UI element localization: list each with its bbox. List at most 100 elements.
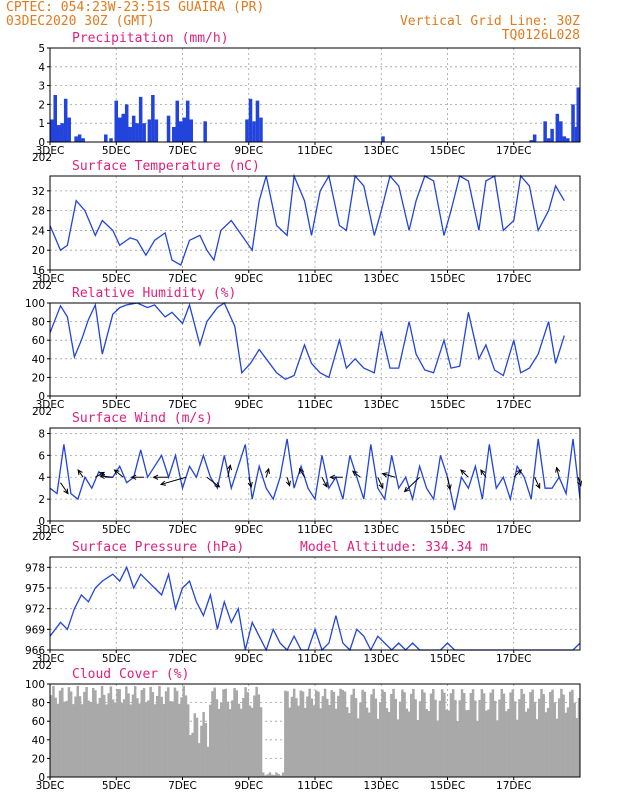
cloud-ytick-label: 40: [32, 735, 45, 747]
cloud-bar: [109, 686, 113, 777]
cloud-bar: [217, 708, 221, 777]
precipitation-bar: [63, 98, 68, 142]
precipitation-bar: [53, 95, 57, 142]
cloud-ytick-label: 0: [38, 772, 45, 784]
cloud-bar: [337, 695, 340, 777]
cloud-bar: [178, 703, 181, 777]
wind-vector-head: [285, 480, 291, 487]
cloud-bar: [535, 719, 539, 777]
cloud-bar: [54, 697, 57, 777]
cloud-bar: [262, 772, 265, 777]
humidity-ytick-label: 60: [32, 335, 45, 347]
temperature-xtick-label: 15DEC: [430, 273, 465, 285]
cloud-bar: [182, 685, 186, 777]
humidity-xtick-label: 3DEC: [36, 399, 65, 411]
precipitation-bar: [154, 119, 159, 142]
wind-vector-head: [322, 481, 328, 488]
cloud-bar: [105, 704, 108, 777]
humidity-xtick-label: 17DEC: [496, 399, 531, 411]
cloud-bar: [487, 709, 490, 777]
pressure-ytick-label: 966: [25, 645, 45, 657]
wind-vector-head: [535, 483, 541, 490]
cloud-bar: [507, 708, 510, 777]
cloud-bar: [332, 691, 336, 777]
cloud-bar: [233, 688, 236, 777]
cloud-bar: [144, 702, 148, 777]
cloud-bar: [429, 693, 433, 777]
wind-vector: [352, 470, 361, 478]
precipitation-ytick-label: 1: [38, 118, 45, 130]
precipitation-bar: [562, 136, 567, 142]
cloud-bar: [290, 696, 294, 777]
cloud-bar: [350, 694, 353, 777]
cloud-bar: [418, 701, 422, 777]
wind-vector: [299, 468, 305, 478]
cloud-bar: [295, 698, 298, 777]
cloud-bar: [173, 687, 177, 777]
cloud-bar: [571, 689, 574, 777]
humidity-xtick-label: 15DEC: [430, 399, 465, 411]
pressure-ytick-label: 975: [25, 583, 45, 595]
wind-xtick-label: 11DEC: [297, 524, 332, 536]
wind-vector: [382, 473, 396, 478]
cloud-bar: [529, 692, 532, 777]
cloud-bar: [56, 703, 60, 777]
wind-xtick-label: 9DEC: [234, 524, 263, 536]
cloud-bar: [191, 732, 194, 777]
cloud-bar: [454, 700, 457, 777]
panels-group: Precipitation (mm/h) 0 1 2 3 4 5 3DEC 5DEC 7DEC 9D…: [25, 31, 583, 792]
wind-xtick-label: 13DEC: [364, 524, 399, 536]
cloud-bar: [250, 707, 254, 777]
wind-xtick-label: 5DEC: [102, 524, 131, 536]
precipitation-xtick-label: 17DEC: [496, 145, 531, 157]
cloud-bar: [370, 694, 373, 777]
precipitation-bar: [151, 95, 155, 142]
cloud-bar: [206, 746, 210, 777]
cloud-bar: [286, 691, 289, 777]
cloud-bar: [248, 705, 252, 777]
precipitation-ytick-label: 0: [38, 137, 45, 149]
cloud-bar: [65, 700, 68, 777]
precipitation-year-overlap: 202: [32, 152, 52, 164]
cloud-bar: [533, 701, 537, 777]
humidity-xtick-label: 13DEC: [364, 399, 399, 411]
cloud-bar: [414, 699, 417, 777]
pressure-panel: Surface Pressure (hPa) Model Altitude: 33…: [25, 540, 581, 672]
temperature-xtick-label: 5DEC: [102, 273, 131, 285]
cloud-bar: [546, 707, 550, 777]
cloud-bar: [279, 775, 283, 777]
pressure-xtick-label: 17DEC: [496, 653, 531, 665]
cloud-xtick-label: 13DEC: [364, 780, 399, 792]
cloud-bar: [266, 774, 269, 777]
cloud-bar: [460, 689, 464, 777]
humidity-ytick-label: 80: [32, 317, 45, 329]
temperature-title: Surface Temperature (nC): [72, 159, 260, 174]
cloud-bar: [147, 700, 150, 777]
precipitation-bar: [114, 100, 119, 142]
precipitation-xtick-label: 11DEC: [297, 145, 332, 157]
cloud-bar: [87, 700, 91, 777]
wind-vector-head: [577, 480, 583, 487]
cloud-bar: [209, 704, 212, 777]
cloud-bar: [504, 711, 508, 777]
precipitation-bar: [381, 136, 385, 142]
wind-ytick-label: 4: [38, 472, 45, 484]
header-model-code: TQ0126L028: [502, 28, 580, 43]
cloud-bar: [326, 698, 329, 777]
wind-vector-head: [226, 464, 233, 471]
cloud-bar: [72, 704, 75, 777]
cloud-title: Cloud Cover (%): [72, 667, 189, 682]
cloud-bar: [513, 701, 517, 777]
cloud-bar: [284, 690, 287, 777]
cloud-bar: [231, 700, 234, 777]
precipitation-bar: [532, 134, 537, 142]
cloud-bar: [427, 710, 431, 777]
cloud-bar: [509, 692, 512, 777]
cloud-bar: [412, 688, 415, 777]
cloud-bar: [171, 701, 174, 777]
precipitation-bar: [543, 121, 547, 142]
cloud-bar: [237, 703, 241, 777]
temperature-ytick-label: 32: [32, 186, 45, 198]
cloud-bar: [220, 702, 223, 777]
cloud-bar: [573, 702, 576, 777]
